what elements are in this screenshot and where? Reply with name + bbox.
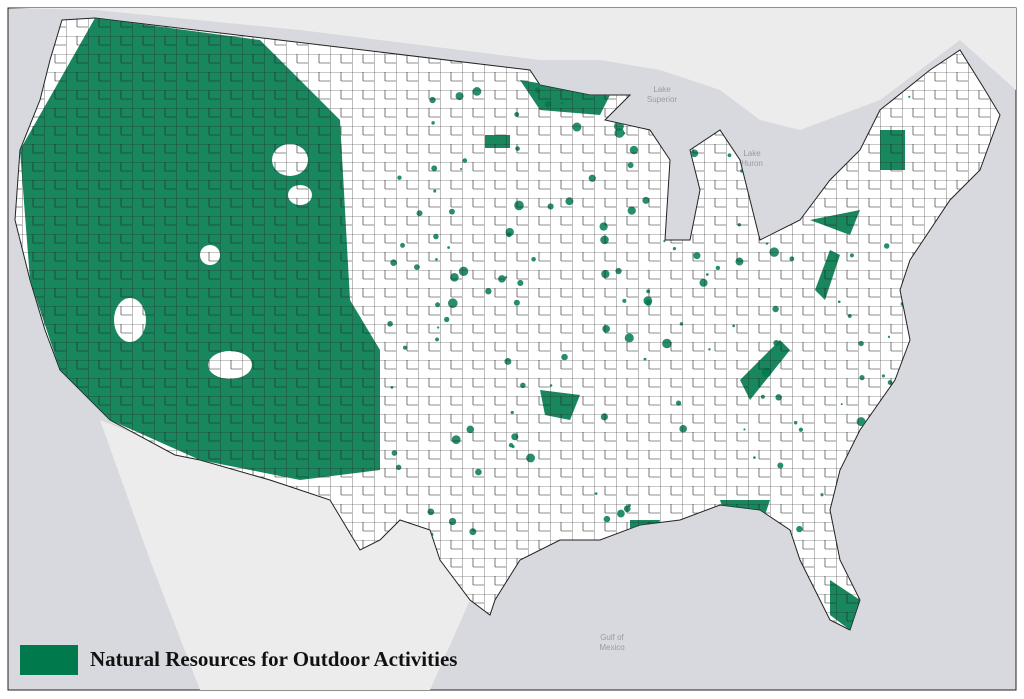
map-label: Gulf of bbox=[600, 633, 624, 642]
map-label: Superior bbox=[647, 95, 678, 104]
map-label: Lake bbox=[653, 85, 671, 94]
map-label: Lake bbox=[743, 149, 761, 158]
map-label: Huron bbox=[741, 159, 763, 168]
map-label: Mexico bbox=[599, 643, 625, 652]
mexico bbox=[100, 420, 470, 690]
legend-label: Natural Resources for Outdoor Activities bbox=[90, 647, 457, 671]
canada bbox=[8, 8, 1016, 130]
legend-swatch bbox=[20, 645, 78, 675]
